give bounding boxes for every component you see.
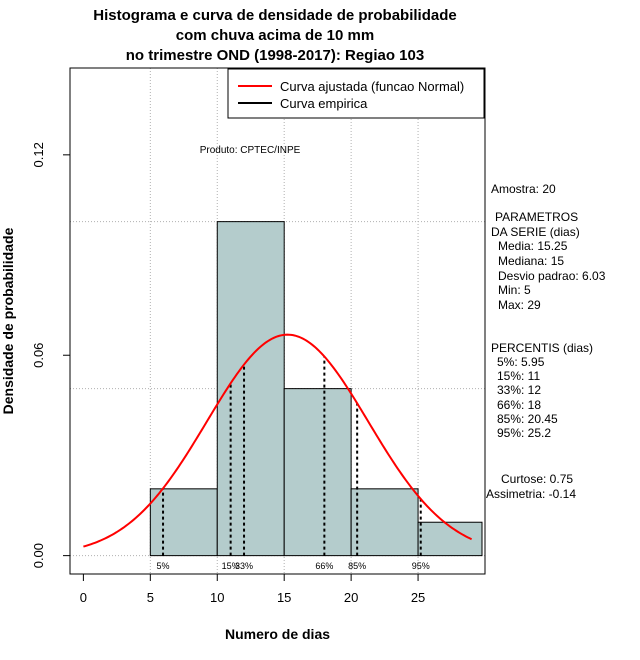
side-stat-line: 33%: 12	[497, 383, 541, 397]
side-stat-line: Mediana: 15	[498, 254, 564, 268]
histogram-bar	[350, 488, 419, 557]
chart-title-line: com chuva acima de 10 mm	[176, 27, 374, 44]
x-tick-label: 20	[344, 590, 358, 605]
side-stat-line: Desvio padrao: 6.03	[498, 269, 606, 283]
percentile-label: 5%	[157, 561, 170, 571]
side-stat-line: 5%: 5.95	[497, 355, 545, 369]
side-stat-line: 15%: 11	[497, 369, 540, 383]
side-stat-line: Min: 5	[498, 283, 531, 297]
x-tick-label: 10	[210, 590, 224, 605]
side-stat-line: PARAMETROS	[495, 210, 578, 224]
side-stat-line: 85%: 20.45	[497, 412, 558, 426]
y-axis-title: Densidade de probabilidade	[0, 227, 16, 414]
percentile-label: 15%	[222, 561, 240, 571]
x-axis-title: Numero de dias	[225, 626, 330, 642]
legend-label: Curva ajustada (funcao Normal)	[280, 79, 464, 94]
percentile-label: 66%	[315, 561, 333, 571]
side-stat-line: Amostra: 20	[491, 182, 556, 196]
y-tick-label: 0.00	[31, 543, 46, 568]
percentile-label: 85%	[348, 561, 366, 571]
histogram-bar	[216, 221, 285, 557]
normal-fit-curve	[83, 333, 473, 548]
side-stat-line: Media: 15.25	[498, 239, 568, 253]
x-tick-label: 15	[277, 590, 291, 605]
y-tick-label: 0.12	[31, 142, 46, 167]
side-stat-line: Curtose: 0.75	[501, 472, 573, 486]
chart-title-line: no trimestre OND (1998-2017): Regiao 103	[126, 47, 424, 64]
y-tick-label: 0.06	[31, 343, 46, 368]
x-tick-label: 0	[80, 590, 87, 605]
side-stat-line: PERCENTIS (dias)	[491, 341, 593, 355]
x-tick-label: 5	[147, 590, 154, 605]
side-stat-line: Assimetria: -0.14	[486, 487, 576, 501]
histogram-bar	[283, 388, 352, 557]
percentile-label: 95%	[412, 561, 430, 571]
legend-label: Curva empirica	[280, 96, 368, 111]
side-stat-line: 66%: 18	[497, 398, 541, 412]
product-label: Produto: CPTEC/INPE	[200, 145, 301, 156]
chart-title-line: Histograma e curva de densidade de proba…	[93, 7, 456, 24]
side-stat-line: Max: 29	[498, 298, 541, 312]
histogram-bar	[149, 488, 218, 557]
x-tick-label: 25	[411, 590, 425, 605]
percentile-label: 33%	[235, 561, 253, 571]
side-stat-line: 95%: 25.2	[497, 426, 551, 440]
side-stat-line: DA SERIE (dias)	[491, 225, 580, 239]
legend-box	[227, 68, 485, 119]
